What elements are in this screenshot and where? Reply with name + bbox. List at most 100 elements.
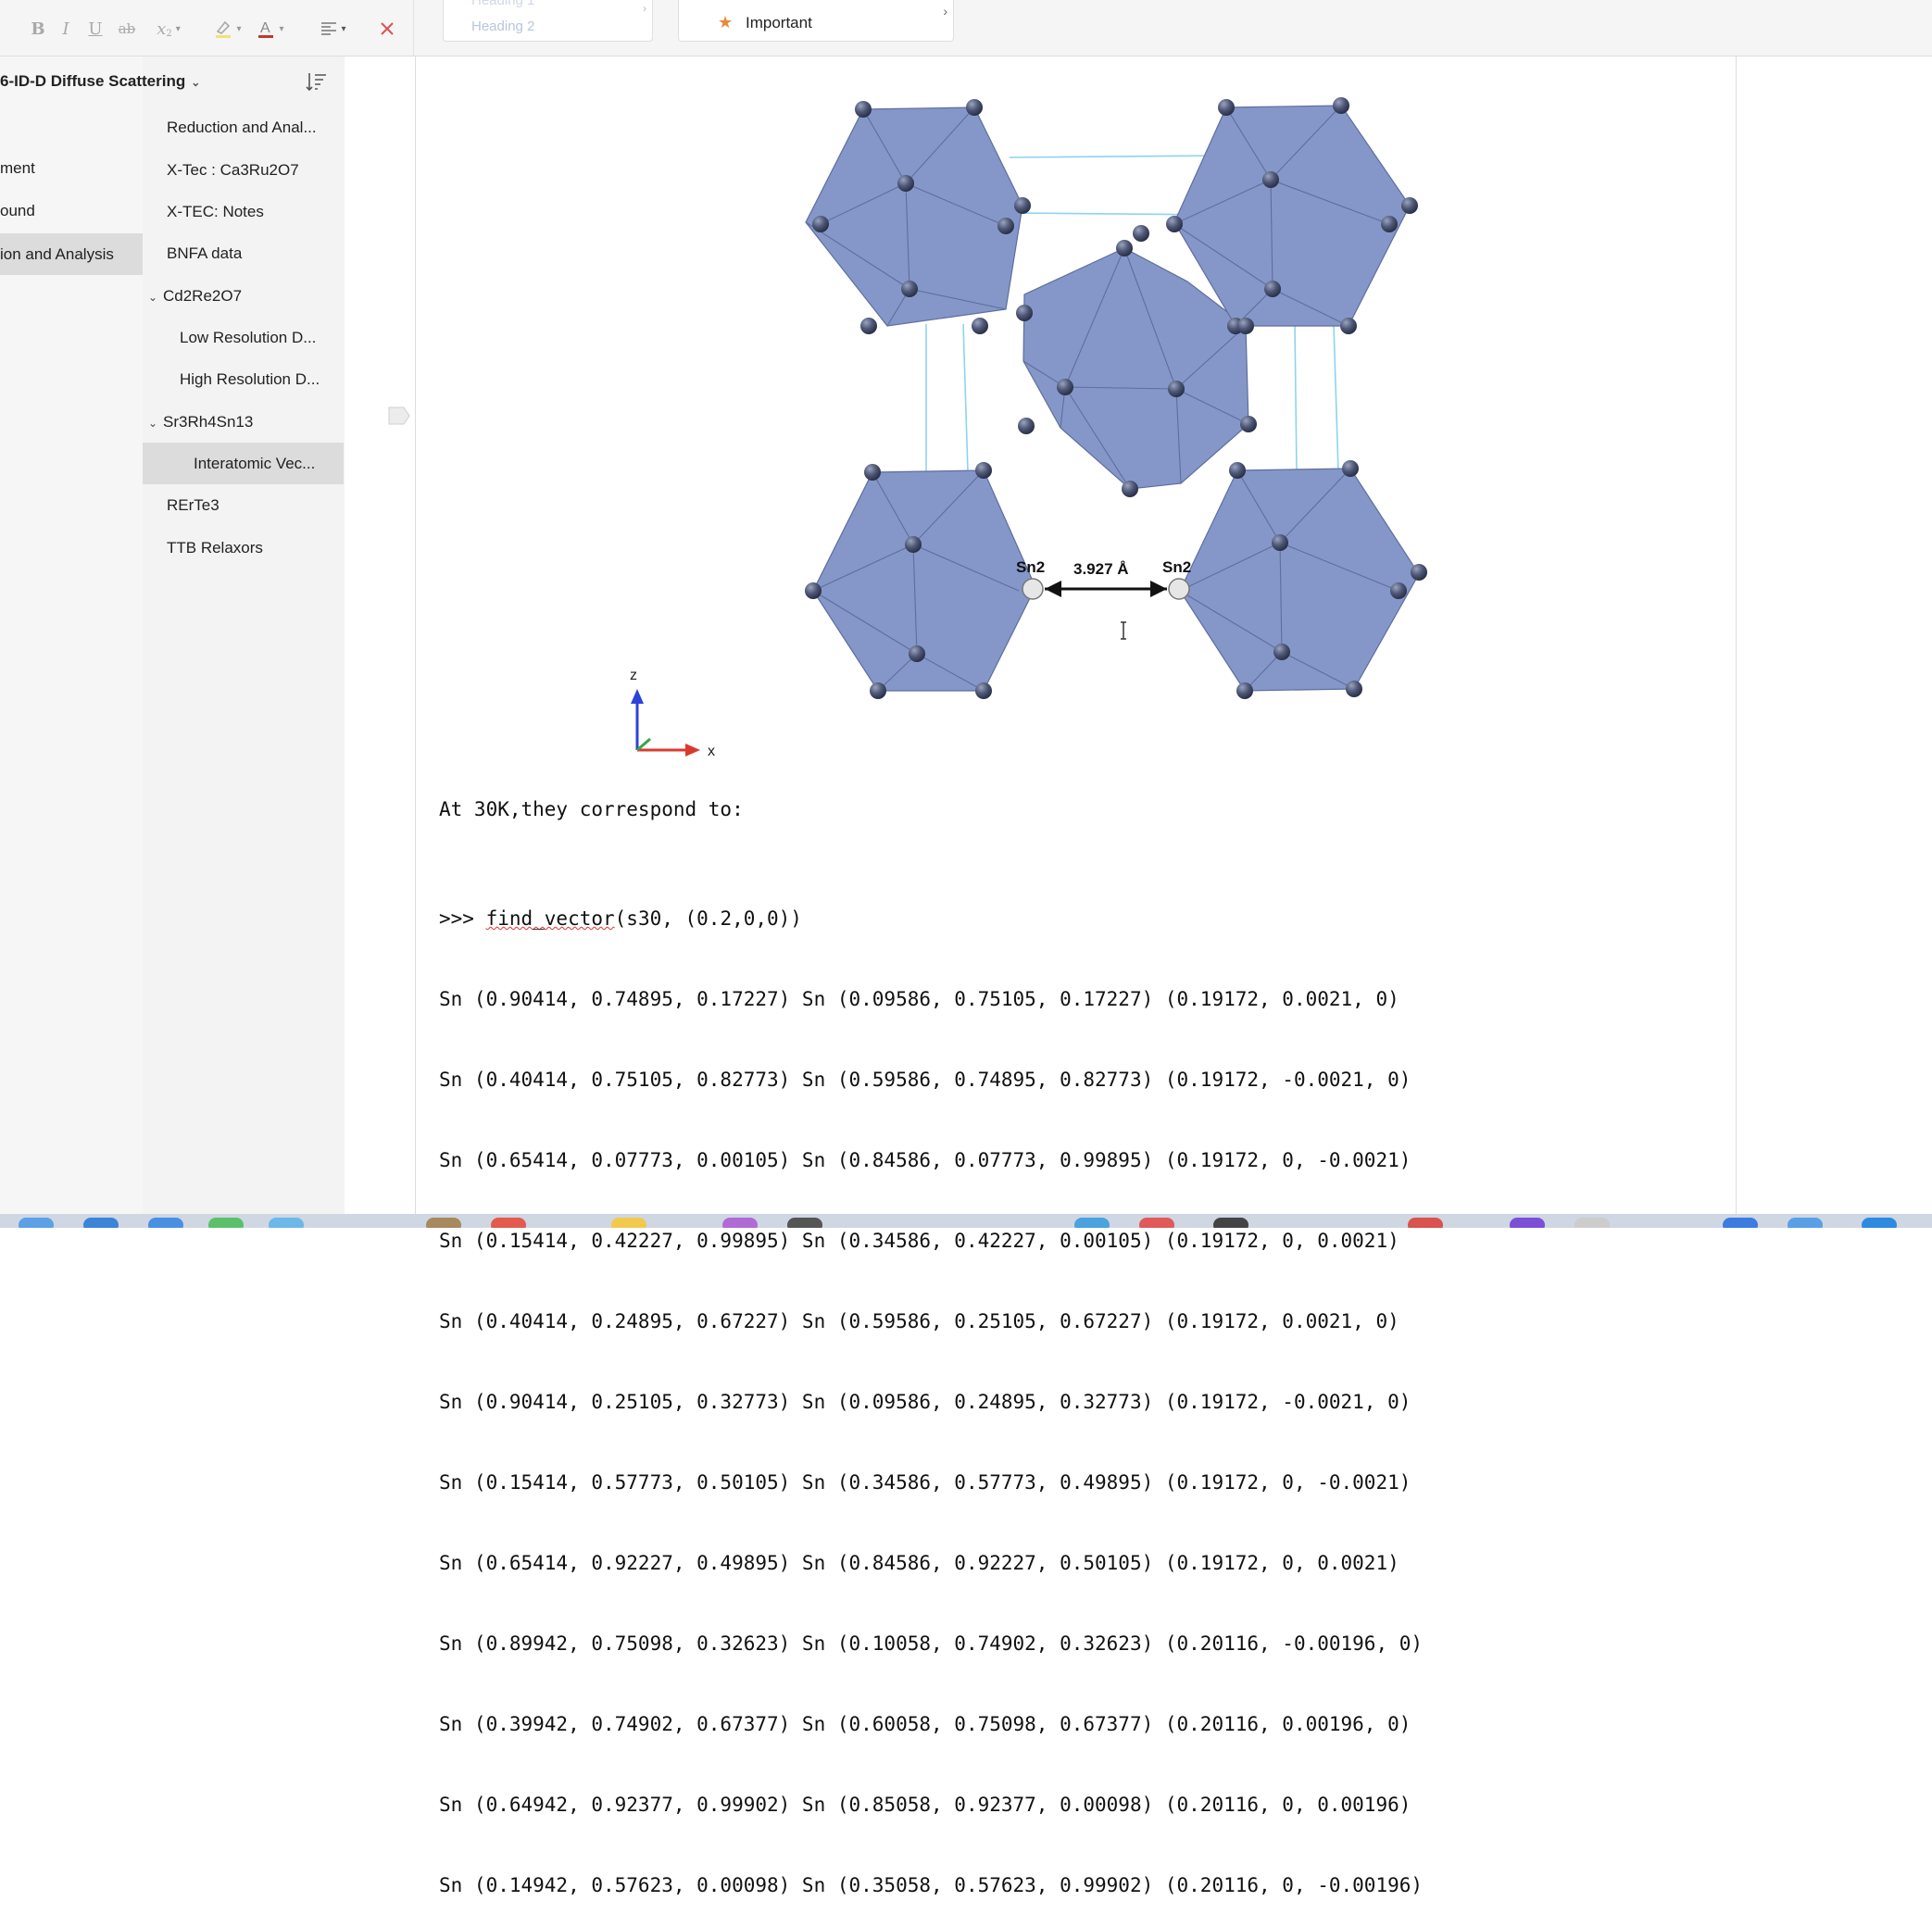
tags-gallery[interactable]: ★ Important ›	[678, 0, 954, 42]
font-color-icon: A	[258, 20, 274, 38]
sort-icon[interactable]	[306, 70, 328, 93]
font-color-button[interactable]: A ▾	[252, 15, 289, 43]
subscript-button[interactable]: x 2 ▾	[157, 19, 181, 39]
output-line: Sn (0.65414, 0.07773, 0.00105) Sn (0.845…	[439, 1149, 1411, 1171]
strikethrough-button[interactable]: ab	[115, 15, 139, 43]
collapse-pane-icon[interactable]	[387, 406, 411, 426]
chevron-down-icon: ⌄	[191, 76, 201, 89]
align-button[interactable]: ▾	[315, 15, 352, 43]
notebook-title: 6-ID-D Diffuse Scattering	[0, 72, 186, 90]
page-item[interactable]: RErTe3	[167, 496, 220, 515]
output-line: Sn (0.90414, 0.74895, 0.17227) Sn (0.095…	[439, 988, 1399, 1010]
dock-app-icon[interactable]	[491, 1218, 526, 1228]
sections-pane	[0, 56, 144, 1214]
output-line: Sn (0.64942, 0.92377, 0.99902) Sn (0.850…	[439, 1794, 1411, 1816]
page-item[interactable]: Low Resolution D...	[180, 329, 316, 347]
page-item[interactable]: TTB Relaxors	[167, 539, 263, 557]
dock-app-icon[interactable]	[1862, 1218, 1897, 1228]
section-label: ion and Analysis	[0, 245, 114, 263]
command-args: (s30, (0.2,0,0))	[614, 907, 802, 930]
page-label: Interatomic Vec...	[194, 455, 316, 472]
dock-app-icon[interactable]	[1723, 1218, 1758, 1228]
dock-app-icon[interactable]	[722, 1218, 758, 1228]
dock-app-icon[interactable]	[1574, 1218, 1610, 1228]
dock-app-icon[interactable]	[269, 1218, 304, 1228]
polyhedron-top-left	[805, 106, 1023, 327]
command-function: find_vector	[485, 907, 615, 930]
italic-button[interactable]: I	[56, 15, 76, 43]
notebook-selector[interactable]: 6-ID-D Diffuse Scattering ⌄	[0, 72, 200, 91]
section-item[interactable]: ment	[0, 159, 35, 178]
polyhedron-top-right	[1173, 105, 1411, 327]
distance-label: 3.927 Å	[1073, 560, 1129, 578]
styles-gallery[interactable]: Heading 1 Heading 2 ›	[443, 0, 653, 42]
dock-app-icon[interactable]	[1510, 1218, 1545, 1228]
output-line: Sn (0.15414, 0.57773, 0.50105) Sn (0.345…	[439, 1471, 1411, 1494]
align-left-icon	[321, 22, 337, 35]
page-label: X-Tec : Ca3Ru2O7	[167, 161, 299, 179]
page-item[interactable]: High Resolution D...	[180, 370, 320, 389]
section-item-selected[interactable]: ion and Analysis	[0, 233, 143, 275]
page-item[interactable]: BNFA data	[167, 244, 242, 263]
page-divider	[1736, 56, 1737, 1214]
page-group-sr3rh4sn13[interactable]: ⌄ Sr3Rh4Sn13	[148, 413, 253, 431]
highlighter-icon	[216, 20, 232, 38]
dock-app-icon[interactable]	[19, 1218, 54, 1228]
chevron-right-icon[interactable]: ›	[943, 4, 947, 19]
page-label: Reduction and Anal...	[167, 119, 317, 136]
style-heading2[interactable]: Heading 2	[471, 19, 535, 34]
code-output-block[interactable]: >>> find_vector(s30, (0.2,0,0)) Sn (0.90…	[439, 852, 1423, 1926]
dock-app-icon[interactable]	[1139, 1218, 1174, 1228]
page-group-cd2re2o7[interactable]: ⌄ Cd2Re2O7	[148, 287, 242, 306]
page-label: BNFA data	[167, 244, 243, 262]
underline-label: U	[88, 19, 103, 39]
page-label: High Resolution D...	[180, 370, 320, 388]
dock-app-icon[interactable]	[1074, 1218, 1110, 1228]
page-item[interactable]: Reduction and Anal...	[167, 119, 317, 137]
page-label: Low Resolution D...	[180, 329, 317, 346]
page-item[interactable]: X-Tec : Ca3Ru2O7	[167, 161, 299, 180]
output-line: Sn (0.89942, 0.75098, 0.32623) Sn (0.100…	[439, 1632, 1424, 1655]
note-caption[interactable]: At 30K,they correspond to:	[439, 798, 744, 820]
chevron-down-icon[interactable]: ⌄	[148, 291, 158, 304]
page-item-selected[interactable]: Interatomic Vec...	[194, 455, 315, 473]
dock-app-icon[interactable]	[208, 1218, 244, 1228]
page-label: RErTe3	[167, 496, 220, 514]
page-label: TTB Relaxors	[167, 539, 263, 557]
page-label: Sr3Rh4Sn13	[163, 413, 254, 431]
output-line: Sn (0.14942, 0.57623, 0.00098) Sn (0.350…	[439, 1874, 1424, 1896]
tag-important[interactable]: Important	[746, 14, 812, 31]
dock-bar	[0, 1214, 1932, 1228]
output-line: Sn (0.15414, 0.42227, 0.99895) Sn (0.345…	[439, 1230, 1399, 1252]
page-label: Cd2Re2O7	[163, 287, 243, 305]
section-item[interactable]: ound	[0, 202, 35, 220]
page-item[interactable]: X-TEC: Notes	[167, 203, 264, 221]
clear-formatting-button[interactable]	[376, 15, 398, 43]
dock-app-icon[interactable]	[148, 1218, 183, 1228]
style-heading1[interactable]: Heading 1	[471, 0, 535, 8]
underline-button[interactable]: U	[85, 15, 106, 43]
dock-app-icon[interactable]	[1408, 1218, 1443, 1228]
close-icon	[381, 22, 394, 35]
output-line: Sn (0.90414, 0.25105, 0.32773) Sn (0.095…	[439, 1391, 1411, 1413]
toolbar-divider	[413, 0, 414, 56]
dock-app-icon[interactable]	[1788, 1218, 1823, 1228]
chevron-right-icon[interactable]: ›	[643, 2, 646, 15]
chevron-down-icon[interactable]: ⌄	[148, 417, 158, 430]
bold-button[interactable]: B	[28, 15, 48, 43]
pages-pane	[143, 56, 345, 1214]
subscript-label: x	[157, 19, 167, 39]
axis-label-z: z	[630, 668, 637, 683]
dock-app-icon[interactable]	[1213, 1218, 1248, 1228]
atom-label-right: Sn2	[1162, 558, 1191, 576]
dock-app-icon[interactable]	[83, 1218, 119, 1228]
section-label: ound	[0, 202, 35, 219]
dock-app-icon[interactable]	[426, 1218, 461, 1228]
axis-label-x: x	[708, 744, 715, 759]
crystal-structure-figure: Sn2 Sn2 3.927 Å	[805, 97, 1427, 699]
prompt-text: >>>	[439, 907, 486, 930]
dock-app-icon[interactable]	[611, 1218, 646, 1228]
strikethrough-label: ab	[118, 20, 136, 37]
dock-app-icon[interactable]	[787, 1218, 822, 1228]
highlight-button[interactable]: ▾	[209, 15, 246, 43]
